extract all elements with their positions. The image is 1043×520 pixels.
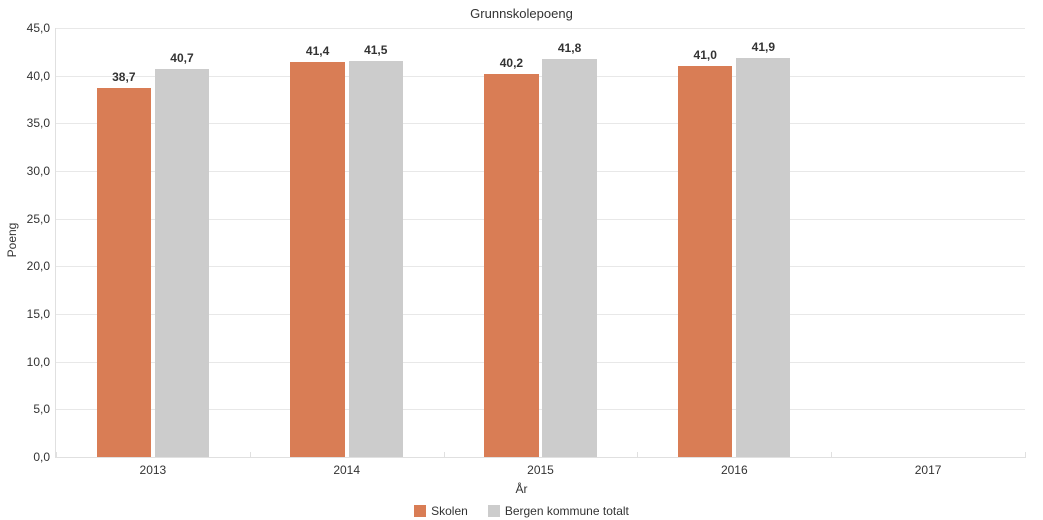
y-tick-label: 0,0 bbox=[33, 450, 56, 464]
bar: 41,0 bbox=[678, 66, 732, 457]
legend-swatch bbox=[414, 505, 426, 517]
x-tick-label: 2016 bbox=[721, 457, 748, 477]
x-tick-mark bbox=[250, 452, 251, 458]
bar-value-label: 38,7 bbox=[112, 70, 135, 88]
x-tick-label: 2015 bbox=[527, 457, 554, 477]
y-tick-label: 10,0 bbox=[27, 355, 56, 369]
y-tick-label: 20,0 bbox=[27, 259, 56, 273]
bar-value-label: 41,4 bbox=[306, 44, 329, 62]
bar: 41,4 bbox=[290, 62, 344, 457]
x-tick-mark bbox=[1025, 452, 1026, 458]
bar: 40,2 bbox=[484, 74, 538, 457]
bar-value-label: 40,2 bbox=[500, 56, 523, 74]
x-axis-label: År bbox=[0, 482, 1043, 496]
x-tick-mark bbox=[444, 452, 445, 458]
bar-value-label: 40,7 bbox=[170, 51, 193, 69]
bar-value-label: 41,9 bbox=[752, 40, 775, 58]
legend-label: Skolen bbox=[431, 504, 468, 518]
bar: 41,5 bbox=[349, 61, 403, 457]
y-tick-label: 5,0 bbox=[33, 402, 56, 416]
legend-item: Bergen kommune totalt bbox=[488, 503, 629, 518]
bar-value-label: 41,8 bbox=[558, 41, 581, 59]
x-tick-mark bbox=[56, 452, 57, 458]
legend-swatch bbox=[488, 505, 500, 517]
y-tick-label: 25,0 bbox=[27, 212, 56, 226]
x-tick-mark bbox=[637, 452, 638, 458]
legend-label: Bergen kommune totalt bbox=[505, 504, 629, 518]
bar: 40,7 bbox=[155, 69, 209, 457]
bar-value-label: 41,0 bbox=[694, 48, 717, 66]
bar: 41,9 bbox=[736, 58, 790, 457]
x-tick-label: 2013 bbox=[140, 457, 167, 477]
y-tick-label: 35,0 bbox=[27, 116, 56, 130]
bar: 41,8 bbox=[542, 59, 596, 457]
bar: 38,7 bbox=[97, 88, 151, 457]
x-tick-label: 2017 bbox=[915, 457, 942, 477]
y-tick-label: 15,0 bbox=[27, 307, 56, 321]
y-tick-label: 45,0 bbox=[27, 21, 56, 35]
gridline bbox=[56, 28, 1025, 29]
y-tick-label: 40,0 bbox=[27, 69, 56, 83]
x-tick-label: 2014 bbox=[333, 457, 360, 477]
y-axis-label: Poeng bbox=[5, 223, 19, 258]
chart-container: Grunnskolepoeng Poeng 0,05,010,015,020,0… bbox=[0, 0, 1043, 520]
legend: Skolen Bergen kommune totalt bbox=[0, 503, 1043, 518]
y-tick-label: 30,0 bbox=[27, 164, 56, 178]
x-tick-mark bbox=[831, 452, 832, 458]
bar-value-label: 41,5 bbox=[364, 43, 387, 61]
plot-area: 0,05,010,015,020,025,030,035,040,045,020… bbox=[55, 28, 1025, 458]
legend-item: Skolen bbox=[414, 503, 468, 518]
chart-title: Grunnskolepoeng bbox=[0, 6, 1043, 21]
